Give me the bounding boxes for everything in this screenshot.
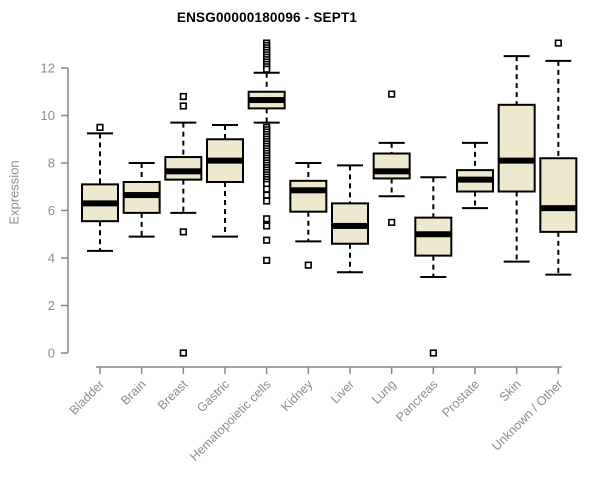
median-line-hematopoietic-cells	[248, 97, 285, 104]
x-tick-label: Bladder	[67, 377, 107, 417]
median-line-kidney	[290, 187, 327, 194]
y-tick-label: 12	[41, 61, 55, 76]
x-tick-label: Breast	[155, 377, 191, 413]
x-tick-label: Gastric	[194, 377, 232, 415]
x-tick-label: Skin	[497, 377, 524, 404]
median-line-skin	[498, 157, 535, 164]
y-tick-label: 4	[48, 251, 55, 266]
box-skin	[497, 103, 536, 193]
outlier-point-hematopoietic-cells	[263, 185, 271, 193]
x-tick-label: Liver	[328, 377, 357, 406]
x-tick-label: Unknown / Other	[489, 377, 565, 453]
median-line-brain	[123, 192, 160, 199]
outlier-point-bladder	[96, 123, 104, 131]
y-axis-title: Expression	[6, 160, 22, 225]
median-line-liver	[331, 222, 368, 229]
outlier-point-unknown-other	[554, 39, 562, 47]
y-tick-label: 0	[48, 346, 55, 361]
x-tick-label: Pancreas	[393, 377, 440, 424]
median-line-pancreas	[415, 231, 452, 238]
outlier-point-pancreas	[429, 349, 437, 357]
outlier-point-lung	[388, 218, 396, 226]
x-tick-label: Prostate	[439, 377, 482, 420]
median-line-breast	[165, 168, 202, 175]
outlier-point-hematopoietic-cells	[263, 65, 271, 73]
x-tick-label: Hematopoietic cells	[187, 377, 274, 464]
y-tick-label: 10	[41, 108, 55, 123]
box-lung	[372, 152, 411, 180]
outlier-point-hematopoietic-cells	[263, 222, 271, 230]
median-line-unknown-other	[540, 205, 577, 212]
outlier-point-hematopoietic-cells	[263, 191, 271, 199]
outlier-point-kidney	[304, 261, 312, 269]
chart-title: ENSG00000180096 - SEPT1	[176, 10, 358, 25]
outlier-point-hematopoietic-cells	[263, 236, 271, 244]
x-tick-label: Kidney	[279, 377, 316, 414]
outlier-point-breast	[179, 102, 187, 110]
outlier-point-hematopoietic-cells	[263, 215, 271, 223]
y-tick-label: 2	[48, 298, 55, 313]
box-kidney	[289, 179, 328, 213]
outlier-point-lung	[388, 90, 396, 98]
y-tick-label: 8	[48, 156, 55, 171]
box-unknown-other	[539, 157, 578, 233]
outlier-point-hematopoietic-cells	[263, 197, 271, 205]
x-tick-label: Lung	[369, 377, 399, 407]
outlier-point-breast	[179, 228, 187, 236]
x-tick-label: Brain	[118, 377, 149, 408]
outlier-point-hematopoietic-cells	[263, 256, 271, 264]
y-tick-label: 6	[48, 203, 55, 218]
outlier-point-breast	[179, 92, 187, 101]
median-line-lung	[373, 168, 410, 175]
median-line-bladder	[82, 200, 118, 207]
median-line-gastric	[206, 157, 243, 164]
median-line-prostate	[456, 176, 493, 183]
outlier-point-breast	[179, 349, 187, 357]
